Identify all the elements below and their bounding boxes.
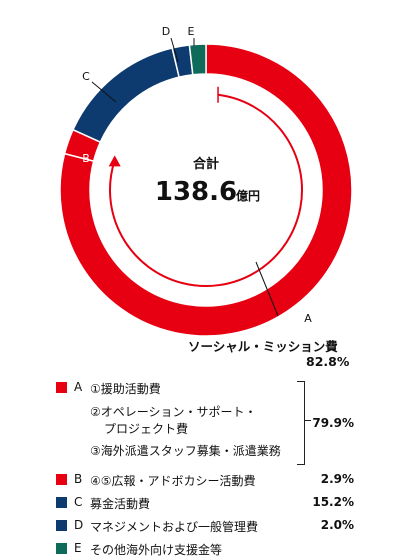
legend-a-value: 79.9% (312, 416, 354, 430)
leader-line-d (170, 37, 179, 63)
legend-swatch-b (56, 474, 67, 485)
legend-c-text: 募金活動費 (90, 497, 151, 511)
direction-arrow (108, 86, 303, 287)
legend-d-value: 2.0% (320, 518, 354, 532)
callout-value: 82.8% (306, 354, 350, 369)
legend: A ①援助活動費 ②オペレーション・サポート・ プロジェクト費 ③海外派遣スタッ… (0, 372, 410, 560)
arrow-head (108, 155, 121, 167)
legend-d-text: マネジメントおよび一般管理費 (90, 520, 259, 534)
segment-c (72, 47, 181, 144)
center-value: 138.6 (155, 177, 237, 207)
legend-e-text: その他海外向け支援金等 (90, 543, 223, 557)
segment-labels: A B C D E (82, 25, 312, 325)
donut-chart: 合計 138.6 億円 A B C D E (59, 25, 353, 337)
legend-a-line-3: プロジェクト費 (104, 422, 189, 436)
legend-letter-b: B (74, 472, 83, 486)
segment-label-e: E (188, 25, 195, 38)
segment-e (188, 43, 207, 76)
legend-a-brace-tick (304, 420, 311, 421)
center-label: 合計 (193, 156, 219, 172)
legend-swatch-d (56, 520, 67, 531)
center-unit: 億円 (236, 188, 260, 203)
segment-label-d: D (162, 25, 170, 38)
segment-label-c: C (82, 70, 90, 83)
legend-a-line-4: ③海外派遣スタッフ募集・派遣業務 (90, 444, 281, 458)
leader-line-a (255, 261, 279, 317)
arrow-arc (109, 93, 303, 287)
legend-swatch-a (56, 382, 67, 393)
donut-segments (59, 43, 353, 337)
callout-title: ソーシャル・ミッション費 (188, 339, 338, 354)
legend-a-line-1: ①援助活動費 (90, 382, 161, 396)
segment-label-a: A (304, 312, 312, 325)
segment-label-b: B (82, 152, 90, 165)
legend-swatch-c (56, 497, 67, 508)
legend-b-text: ④⑤広報・アドボカシー活動費 (90, 474, 256, 488)
leader-line-c (91, 81, 117, 103)
segment-a (59, 43, 353, 337)
legend-letter-c: C (74, 495, 83, 509)
legend-c-value: 15.2% (312, 495, 354, 509)
legend-a-line-2: ②オペレーション・サポート・ (90, 405, 257, 419)
legend-letter-a: A (74, 380, 83, 394)
legend-swatch-e (56, 543, 67, 554)
legend-b-value: 2.9% (320, 472, 354, 486)
legend-letter-e: E (74, 541, 82, 555)
legend-a-brace (297, 381, 305, 465)
legend-letter-d: D (74, 518, 84, 532)
